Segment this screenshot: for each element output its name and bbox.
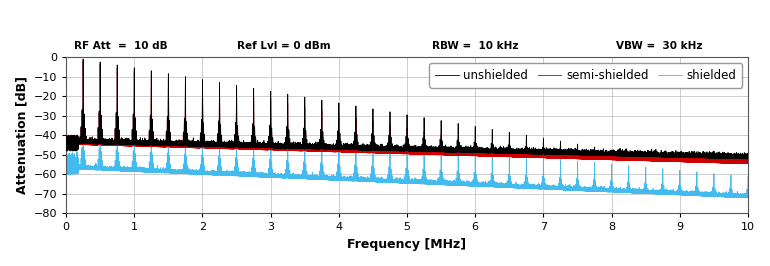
unshielded [280, 146, 289, 149]
Legend: unshielded, semi-shielded, shielded: unshielded, semi-shielded, shielded [429, 63, 742, 88]
shielded [280, 175, 289, 178]
X-axis label: Frequency [MHz]: Frequency [MHz] [347, 238, 467, 251]
semi-shielded [280, 148, 289, 152]
Text: RF Att  =  10 dB: RF Att = 10 dB [74, 41, 167, 51]
shielded [665, 193, 674, 196]
unshielded [79, 57, 88, 61]
semi-shielded [615, 158, 624, 161]
unshielded [137, 143, 146, 146]
unshielded [615, 152, 624, 156]
Line: shielded: shielded [66, 116, 748, 198]
semi-shielded [743, 162, 752, 165]
Line: semi-shielded: semi-shielded [66, 61, 748, 164]
shielded [62, 152, 71, 156]
shielded [137, 167, 146, 171]
semi-shielded [573, 157, 582, 160]
Text: VBW =  30 kHz: VBW = 30 kHz [616, 41, 702, 51]
shielded [743, 175, 752, 178]
Line: unshielded: unshielded [66, 59, 748, 159]
unshielded [573, 146, 582, 149]
semi-shielded [641, 157, 651, 160]
Text: Ref Lvl = 0 dBm: Ref Lvl = 0 dBm [237, 41, 331, 51]
semi-shielded [665, 160, 674, 163]
unshielded [641, 155, 651, 158]
semi-shielded [62, 147, 71, 150]
shielded [641, 192, 651, 195]
semi-shielded [79, 59, 88, 63]
shielded [615, 191, 624, 194]
semi-shielded [137, 145, 146, 148]
Text: RBW =  10 kHz: RBW = 10 kHz [432, 41, 518, 51]
shielded [79, 114, 88, 117]
shielded [573, 173, 582, 176]
Y-axis label: Attenuation [dB]: Attenuation [dB] [15, 76, 28, 194]
unshielded [665, 155, 674, 158]
shielded [743, 196, 752, 199]
unshielded [743, 157, 752, 160]
unshielded [743, 157, 752, 160]
unshielded [62, 142, 71, 145]
